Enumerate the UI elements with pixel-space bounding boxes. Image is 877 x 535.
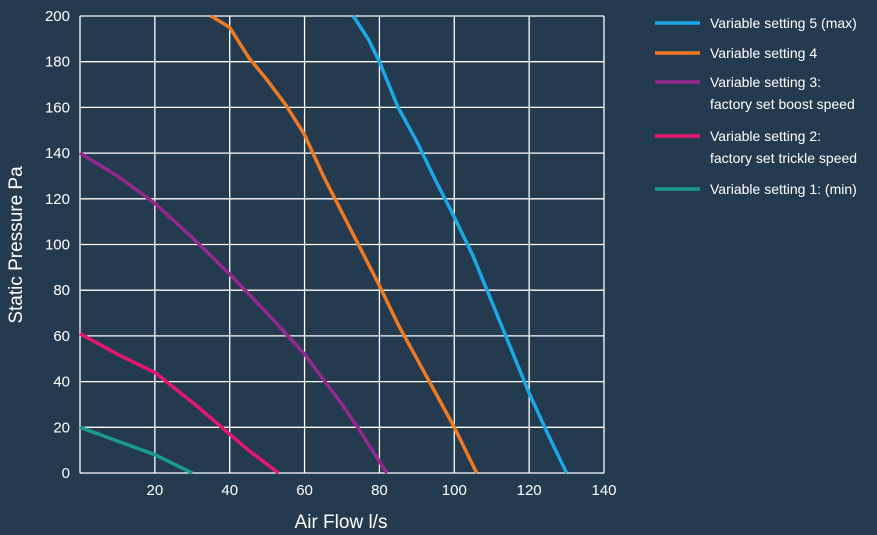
x-tick-label: 60: [296, 482, 313, 499]
legend-label: Variable setting 1: (min): [710, 181, 857, 197]
x-tick-label: 100: [442, 482, 467, 499]
x-tick-label: 120: [517, 482, 542, 499]
x-axis-ticks: 20 40 60 80 100 120 140: [147, 482, 617, 499]
legend-label: Variable setting 2:: [710, 128, 821, 144]
y-tick-label: 120: [45, 191, 70, 208]
x-tick-label: 40: [221, 482, 238, 499]
y-tick-label: 160: [45, 99, 70, 116]
y-tick-label: 0: [62, 465, 70, 482]
y-tick-label: 140: [45, 145, 70, 162]
y-tick-label: 40: [53, 374, 70, 391]
y-tick-label: 100: [45, 237, 70, 254]
y-tick-label: 200: [45, 8, 70, 25]
legend-label: Variable setting 4: [710, 45, 817, 61]
legend-label-line2: factory set boost speed: [710, 96, 855, 112]
y-tick-label: 20: [53, 419, 70, 436]
chart-series-lines: [79, 14, 569, 475]
legend-label-line2: factory set trickle speed: [710, 150, 857, 166]
y-tick-label: 60: [53, 328, 70, 345]
series-line-3: [79, 151, 389, 474]
x-tick-label: 80: [371, 482, 388, 499]
series-line-1: [351, 15, 569, 474]
y-axis-title: Static Pressure Pa: [6, 166, 27, 324]
x-tick-label: 140: [591, 482, 616, 499]
y-tick-label: 180: [45, 54, 70, 71]
legend-label: Variable setting 5 (max): [710, 15, 857, 31]
y-tick-label: 80: [53, 282, 70, 299]
x-tick-label: 20: [147, 482, 164, 499]
x-axis-title: Air Flow l/s: [295, 512, 388, 533]
series-line-4: [79, 332, 280, 475]
series-line-5: [79, 425, 194, 475]
legend: Variable setting 5 (max) Variable setting…: [655, 15, 857, 197]
legend-label: Variable setting 3:: [710, 74, 821, 90]
y-axis-ticks: 0 20 40 60 80 100 120 140 160 180 200: [45, 8, 70, 482]
series-line-2: [210, 14, 479, 474]
